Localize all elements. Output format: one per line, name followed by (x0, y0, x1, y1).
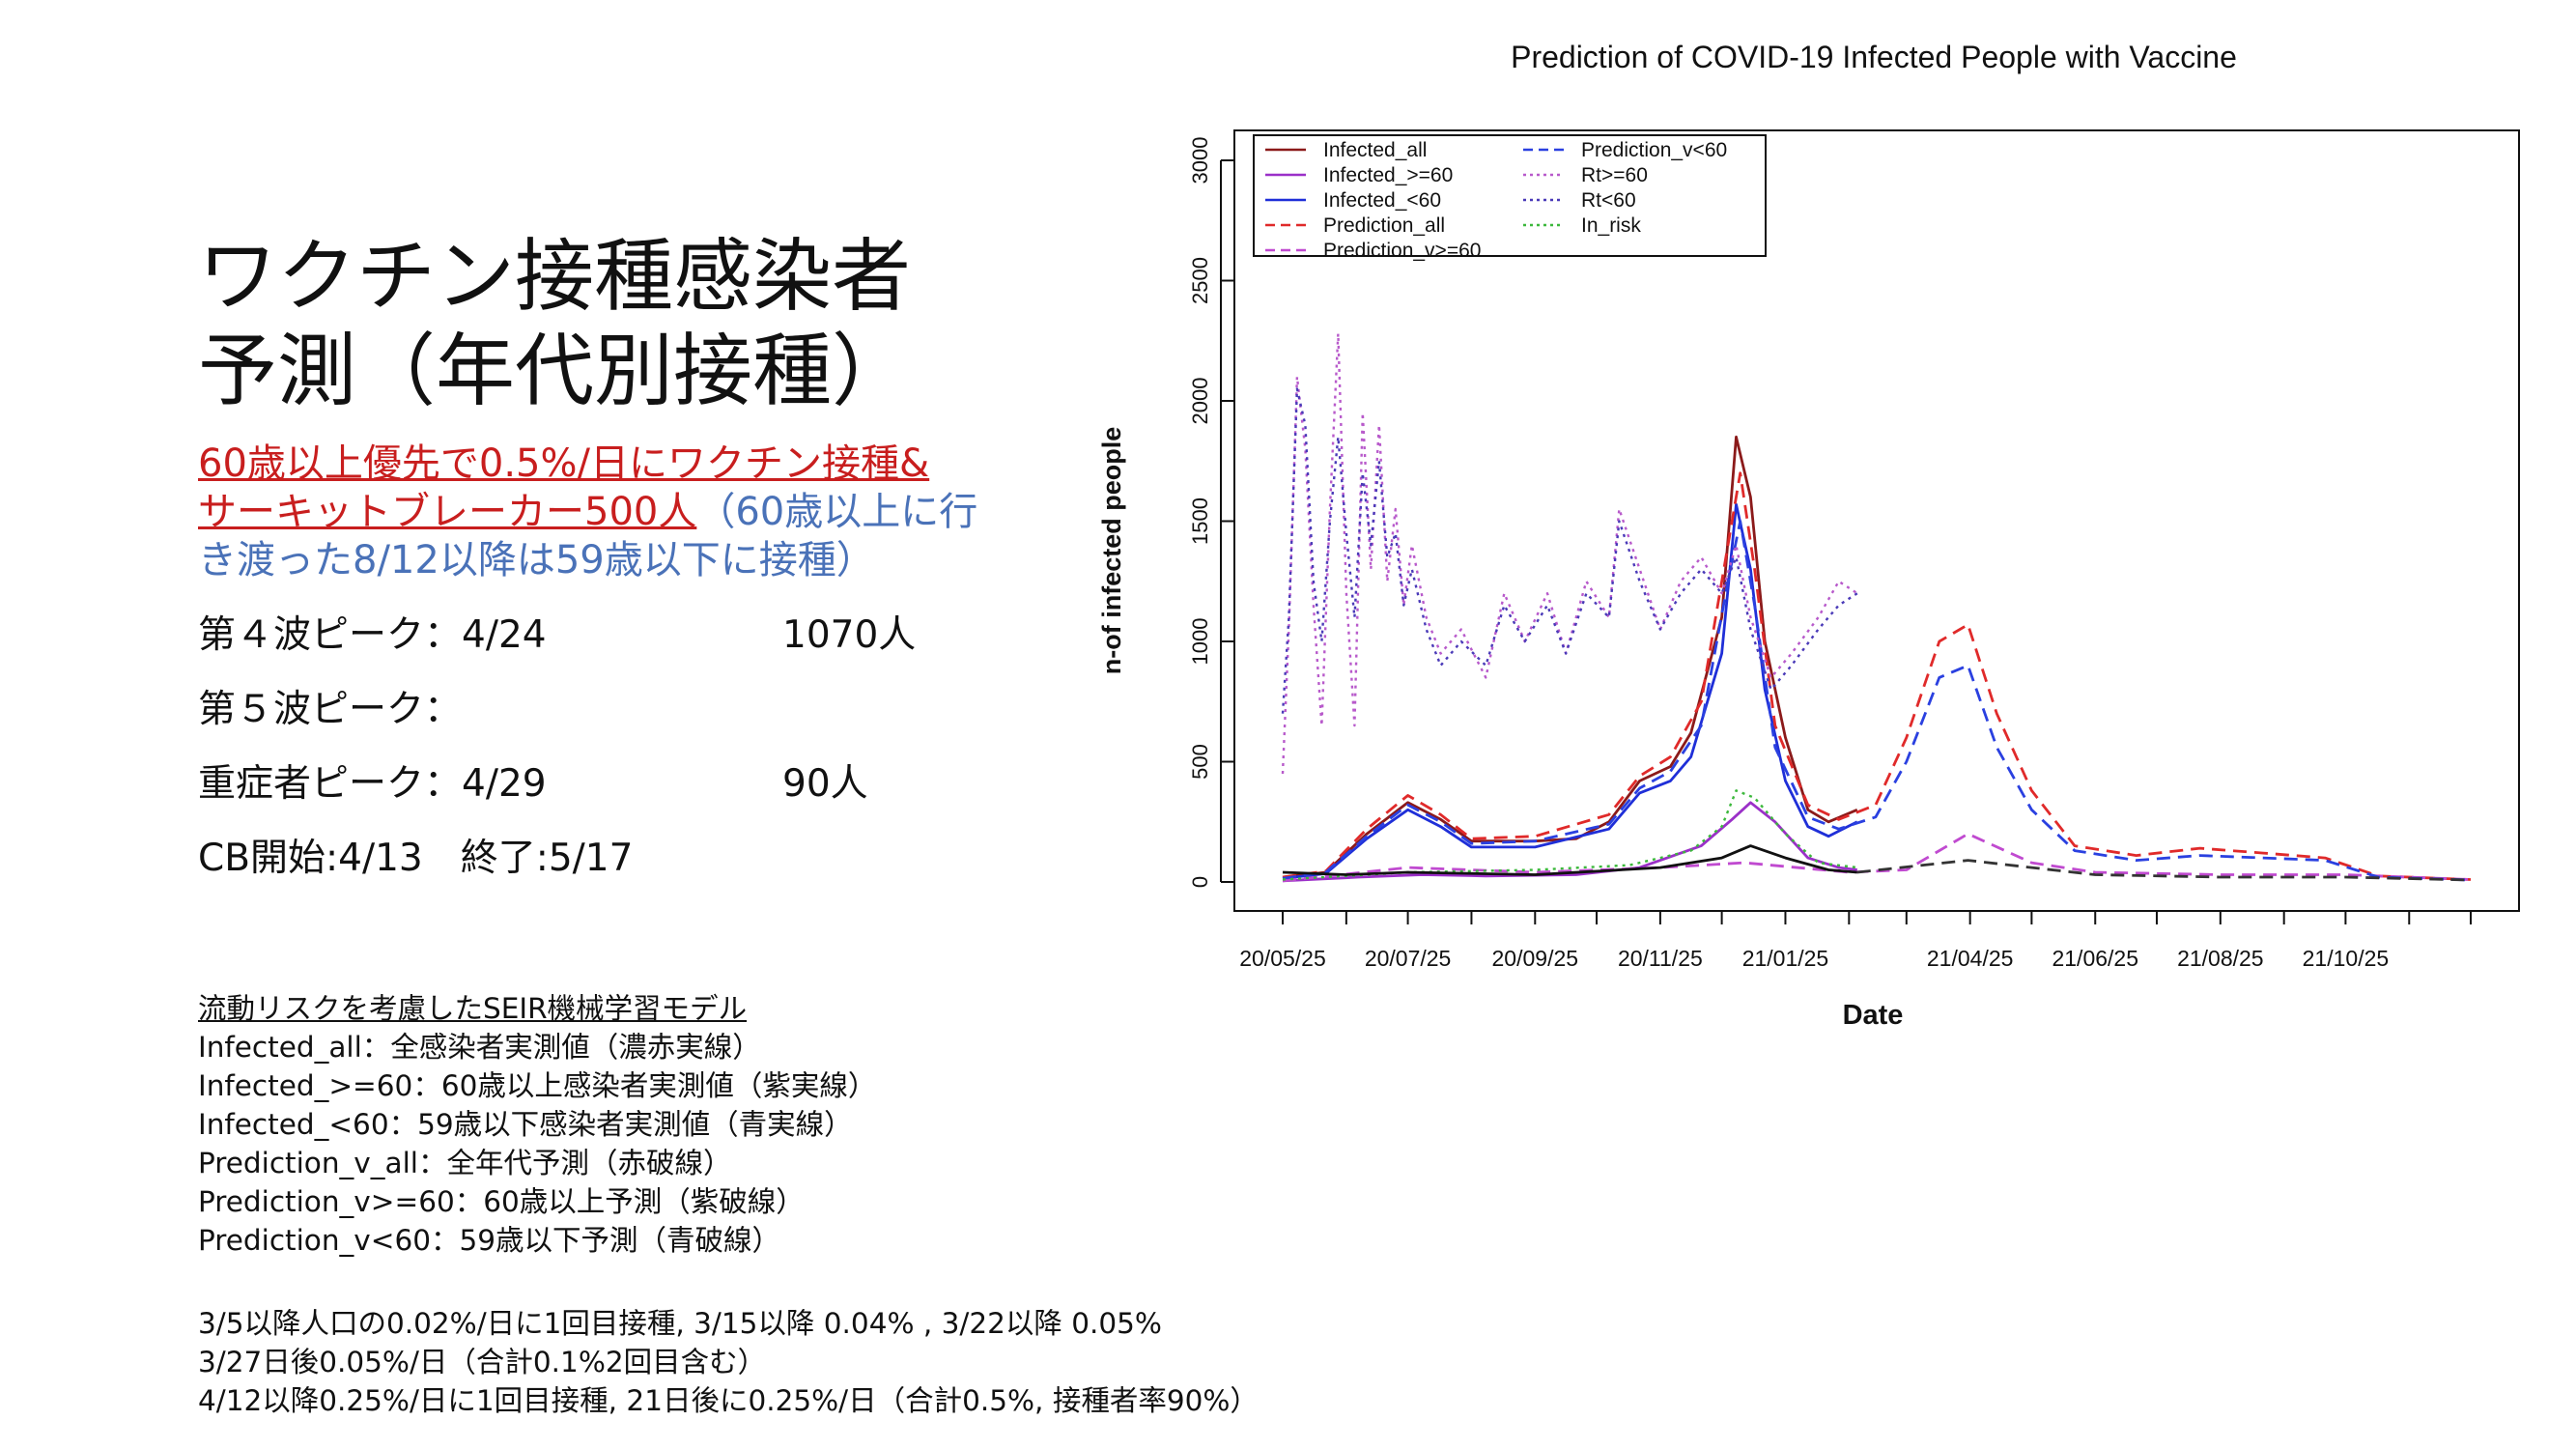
y-tick-label: 2000 (1188, 378, 1212, 425)
series-line (1282, 789, 1857, 881)
x-tick-label: 20/05/25 (1239, 946, 1326, 971)
legend-label: Infected_>=60 (1323, 164, 1453, 186)
model-title: 流動リスクを考慮したSEIR機械学習モデル (198, 992, 748, 1025)
note-line: 4/12以降0.25%/日に1回目接種, 21日後に0.25%/日（合計0.5%… (198, 1384, 1259, 1417)
model-line: Prediction_v<60：59歳以下予測（青破線） (198, 1224, 781, 1257)
legend-label: Prediction_v<60 (1581, 139, 1727, 161)
headline-blue-2: （60歳以上に行 (696, 490, 978, 534)
x-axis-label: Date (1843, 1000, 1904, 1031)
legend-label: Infected_all (1323, 139, 1427, 161)
x-tick-label: 20/07/25 (1365, 946, 1452, 971)
series-line (1281, 387, 1858, 714)
series-line (1282, 502, 1858, 880)
legend-box (1253, 134, 1767, 257)
y-tick-label: 1500 (1188, 497, 1212, 545)
legend-label: In_risk (1581, 214, 1641, 237)
x-tick-label: 21/01/25 (1742, 946, 1829, 971)
y-axis-label: n-of infected people (1097, 427, 1126, 675)
headline: 60歳以上優先で0.5%/日にワクチン接種& サーキットブレーカー500人（60… (198, 440, 1067, 584)
chart-title: Prediction of COVID-19 Infected People w… (1511, 40, 2237, 74)
x-tick-label: 21/04/25 (1927, 946, 2014, 971)
model-line: Prediction_v_all：全年代予測（赤破線） (198, 1147, 732, 1179)
model-description: 流動リスクを考慮したSEIR機械学習モデル Infected_all：全感染者実… (198, 989, 876, 1260)
model-line: Infected_all：全感染者実測値（濃赤実線） (198, 1031, 761, 1064)
note-line: 3/5以降人口の0.02%/日に1回目接種, 3/15以降 0.04% , 3/… (198, 1307, 1162, 1340)
headline-red-2: サーキットブレーカー500人 (198, 490, 697, 534)
y-tick-label: 2500 (1188, 257, 1212, 304)
x-tick-label: 21/06/25 (2052, 946, 2138, 971)
headline-blue-3: き渡った8/12以降は59歳以下に接種） (198, 538, 875, 582)
slide-title-line-2: 予測（年代別接種） (198, 326, 912, 417)
model-line: Prediction_v>=60：60歳以上予測（紫破線） (198, 1185, 805, 1218)
legend-label: Infected_<60 (1323, 189, 1441, 212)
legend-label: Rt<60 (1581, 189, 1636, 212)
y-tick-label: 0 (1188, 876, 1212, 888)
stat-label: CB開始:4/13 終了:5/17 (198, 837, 634, 880)
y-tick-label: 500 (1188, 744, 1212, 780)
x-tick-label: 21/08/25 (2177, 946, 2264, 971)
note-line: 3/27日後0.05%/日（合計0.1%2回目含む） (198, 1346, 767, 1378)
stat-label: 第５波ピーク： (198, 688, 463, 731)
stat-label: 重症者ピーク：4/29 (198, 762, 547, 806)
series-line (1282, 832, 2472, 883)
chart: Prediction of COVID-19 Infected People w… (1091, 29, 2560, 1053)
legend-label: Prediction_all (1323, 214, 1445, 237)
x-tick-label: 21/10/25 (2303, 946, 2390, 971)
slide-title-line-1: ワクチン接種感染者 (198, 231, 912, 323)
x-tick-label: 20/09/25 (1492, 946, 1579, 971)
series-line (1856, 859, 2472, 882)
series-line (1282, 471, 2472, 881)
series-line (1282, 520, 2472, 882)
series-line (1282, 435, 1858, 879)
stat-value: 1070人 (782, 613, 917, 657)
slide-title: ワクチン接種感染者 予測（年代別接種） (198, 230, 1067, 419)
stat-value: 90人 (782, 762, 868, 806)
series-line (1282, 801, 1857, 883)
y-tick-label: 1000 (1188, 618, 1212, 666)
vaccination-notes: 3/5以降人口の0.02%/日に1回目接種, 3/15以降 0.04% , 3/… (198, 1304, 1259, 1420)
legend-label: Prediction_v>=60 (1323, 240, 1481, 262)
series-line (1281, 332, 1858, 775)
headline-red-1: 60歳以上優先で0.5%/日にワクチン接種& (198, 441, 930, 486)
model-line: Infected_>=60：60歳以上感染者実測値（紫実線） (198, 1069, 877, 1102)
x-tick-label: 20/11/25 (1618, 946, 1703, 971)
y-tick-label: 3000 (1188, 137, 1212, 185)
series-line (1282, 844, 1857, 876)
legend-label: Rt>=60 (1581, 164, 1648, 186)
chart-svg: Prediction of COVID-19 Infected People w… (1097, 40, 2520, 1031)
plot-area: 0 500 1000 1500 2000 2500 3000 20/05/25 20/07/25… (1188, 129, 2520, 971)
stat-label: 第４波ピーク：4/24 (198, 613, 547, 657)
model-line: Infected_<60：59歳以下感染者実測値（青実線） (198, 1108, 853, 1141)
